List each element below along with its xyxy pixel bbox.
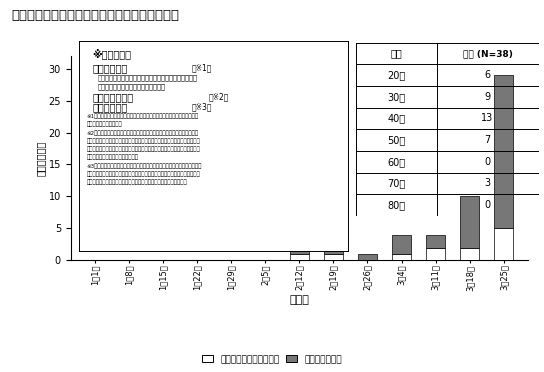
Bar xyxy=(460,196,479,248)
Bar xyxy=(460,248,479,260)
Text: 20代: 20代 xyxy=(387,70,405,80)
Text: ※1　風営法の接待飲食等営業（設備を設けて客の接待をして客に遊興又は: ※1 風営法の接待飲食等営業（設備を設けて客の接待をして客に遊興又は xyxy=(87,113,199,119)
Text: 60代: 60代 xyxy=(387,157,405,167)
Text: 図３．特定業種に関連することが疑われる事例: 図３．特定業種に関連することが疑われる事例 xyxy=(11,9,179,22)
Text: ※3　風営法の深夜酒類提供飲食店営業（深夜（午前零時から午前六時）にお: ※3 風営法の深夜酒類提供飲食店営業（深夜（午前零時から午前六時）にお xyxy=(87,164,202,170)
Text: バー、酒場等: バー、酒場等 xyxy=(92,102,128,112)
Text: 50代: 50代 xyxy=(387,135,405,145)
Bar xyxy=(392,254,411,260)
Text: キャバレー等: キャバレー等 xyxy=(92,63,128,73)
Text: 年代: 年代 xyxy=(391,49,402,59)
Text: 30代: 30代 xyxy=(387,92,405,102)
Text: 飲食をさせる営業）: 飲食をさせる営業） xyxy=(87,121,123,127)
Bar xyxy=(494,228,513,260)
Legend: 特定業種に関連した事例, その他の孤発例: 特定業種に関連した事例, その他の孤発例 xyxy=(199,351,345,368)
Bar xyxy=(290,254,308,260)
Text: ※　特定業種: ※ 特定業種 xyxy=(92,48,131,59)
Text: 6: 6 xyxy=(485,70,491,80)
Bar xyxy=(426,248,445,260)
Text: ※2　風営法の特定遊興飲食店営業（設備を設けて客に遊興をさせ、かつ、: ※2 風営法の特定遊興飲食店営業（設備を設けて客に遊興をさせ、かつ、 xyxy=(87,130,199,136)
Text: 0: 0 xyxy=(485,200,491,210)
X-axis label: 確定日: 確定日 xyxy=(289,295,309,305)
Text: 7: 7 xyxy=(484,135,491,145)
Text: 80代: 80代 xyxy=(387,200,405,210)
Bar xyxy=(324,254,343,260)
Bar xyxy=(358,254,377,260)
Text: 0: 0 xyxy=(485,157,491,167)
Text: 9: 9 xyxy=(485,92,491,102)
Text: 13: 13 xyxy=(481,113,493,124)
Text: ナイトクラブ等: ナイトクラブ等 xyxy=(92,92,133,102)
Text: 人数 (N=38): 人数 (N=38) xyxy=(462,49,512,58)
Text: て、通常主食と認められる食事を提供して営むものを除く。））: て、通常主食と認められる食事を提供して営むものを除く。）） xyxy=(87,180,188,186)
Text: （※1）: （※1） xyxy=(192,63,212,72)
Bar xyxy=(426,235,445,248)
Bar xyxy=(494,75,513,228)
Text: （※3）: （※3） xyxy=(192,102,213,111)
Y-axis label: 症例数［例］: 症例数［例］ xyxy=(36,141,46,176)
Text: 客に飲食をさせる営業（客に品物を提供して宅むものに限る。）で、午前: 客に飲食をさせる営業（客に品物を提供して宅むものに限る。）で、午前 xyxy=(87,138,201,144)
Bar xyxy=(392,235,411,254)
Text: （※2）: （※2） xyxy=(208,92,228,102)
Text: ラウンジ、キャバクラ等を含む。: ラウンジ、キャバクラ等を含む。 xyxy=(98,83,166,90)
Bar xyxy=(290,248,308,254)
Bar xyxy=(324,248,343,254)
Text: （注）そのような営業を行っている、いわゆるクラブ、: （注）そのような営業を行っている、いわゆるクラブ、 xyxy=(98,74,197,81)
Text: いて、設備を設けて客に酒類を提供して営む飲食店営業（営業の常態とし: いて、設備を設けて客に酒類を提供して営む飲食店営業（営業の常態とし xyxy=(87,172,201,177)
Text: 六時後翌日の午前零時前の時間においてのみ営むもの以外のもの（風俗営: 六時後翌日の午前零時前の時間においてのみ営むもの以外のもの（風俗営 xyxy=(87,146,201,152)
Text: 70代: 70代 xyxy=(387,178,405,188)
Text: 3: 3 xyxy=(485,178,491,188)
Text: 業に該当するものを除く。））: 業に該当するものを除く。）） xyxy=(87,154,139,160)
Text: 40代: 40代 xyxy=(387,113,405,124)
